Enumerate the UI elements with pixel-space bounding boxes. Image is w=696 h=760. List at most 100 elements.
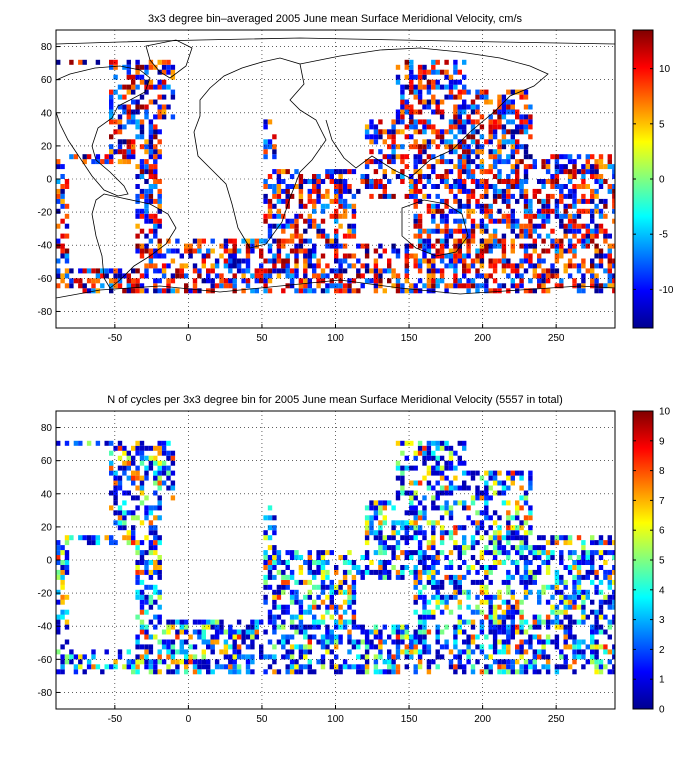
bin-cell — [272, 555, 277, 560]
bin-cell — [391, 505, 396, 511]
bin-cell — [73, 278, 79, 284]
bin-cell — [144, 659, 149, 665]
bin-cell — [448, 94, 454, 100]
bin-cell — [232, 639, 237, 645]
bin-cell — [515, 109, 520, 115]
bin-cell — [559, 664, 564, 670]
bin-cell — [378, 550, 383, 556]
bin-cell — [303, 228, 308, 234]
bin-cell — [184, 283, 189, 289]
bin-cell — [122, 84, 127, 90]
bin-cell — [157, 139, 162, 145]
bin-cell — [338, 203, 343, 209]
bin-cell — [607, 278, 612, 284]
bin-cell — [590, 198, 595, 204]
bin-cell — [73, 440, 79, 446]
bin-cell — [236, 263, 242, 269]
bin-cell — [351, 233, 357, 239]
bin-cell — [598, 669, 604, 675]
bin-cell — [360, 283, 365, 289]
bin-cell — [497, 480, 502, 486]
bin-cell — [404, 644, 409, 650]
bin-cell — [479, 258, 485, 264]
bin-cell — [523, 659, 529, 665]
bin-cell — [285, 669, 290, 675]
bin-cell — [435, 99, 440, 105]
bin-cell — [86, 540, 92, 546]
bin-cell — [378, 283, 383, 289]
bin-cell — [497, 664, 502, 670]
bin-cell — [272, 614, 277, 620]
bin-cell — [329, 604, 334, 610]
bin-cell — [479, 203, 485, 209]
bin-cell — [148, 228, 154, 234]
bin-cell — [554, 164, 560, 170]
bin-cell — [523, 545, 529, 551]
bin-cell — [590, 263, 595, 269]
bin-cell — [148, 664, 154, 670]
bin-cell — [559, 223, 564, 229]
bin-cell — [567, 218, 573, 224]
bin-cell — [166, 649, 171, 655]
bin-cell — [135, 445, 140, 451]
bin-cell — [241, 654, 246, 660]
bin-cell — [554, 535, 560, 541]
bin-cell — [594, 174, 599, 179]
bin-cell — [153, 114, 158, 120]
bin-cell — [457, 179, 462, 184]
bin-cell — [470, 109, 476, 115]
bin-cell — [506, 624, 511, 630]
bin-cell — [334, 198, 339, 204]
bin-cell — [232, 664, 237, 670]
bin-cell — [585, 159, 590, 165]
bin-cell — [161, 629, 167, 635]
bin-cell — [263, 594, 268, 600]
bin-cell — [528, 114, 533, 120]
bin-cell — [387, 569, 392, 575]
bin-cell — [329, 659, 334, 665]
bin-cell — [60, 599, 65, 605]
bin-cell — [563, 659, 568, 665]
bin-cell — [431, 64, 436, 70]
bin-cell — [431, 525, 436, 531]
bin-cell — [157, 505, 162, 511]
bin-cell — [382, 500, 387, 506]
bin-cell — [541, 164, 546, 170]
bin-cell — [417, 169, 423, 175]
bin-cell — [210, 644, 215, 650]
bin-cell — [422, 624, 427, 630]
bin-cell — [475, 109, 480, 115]
bin-cell — [470, 104, 476, 110]
bin-cell — [492, 565, 498, 570]
bin-cell — [285, 654, 290, 660]
bin-cell — [554, 243, 560, 249]
bin-cell — [351, 193, 357, 199]
bin-cell — [139, 288, 145, 294]
bin-cell — [590, 659, 595, 665]
bin-cell — [391, 159, 396, 165]
bin-cell — [439, 490, 445, 496]
bin-cell — [391, 149, 396, 155]
bin-cell — [545, 273, 551, 279]
bin-cell — [325, 594, 330, 600]
bin-cell — [444, 169, 449, 175]
bin-cell — [510, 604, 515, 610]
bin-cell — [373, 278, 379, 284]
bin-cell — [607, 594, 612, 600]
bin-cell — [144, 159, 149, 165]
bin-cell — [219, 278, 224, 284]
bin-cell — [329, 579, 334, 585]
bin-cell — [267, 119, 273, 125]
bin-cell — [113, 74, 118, 80]
bin-cell — [431, 164, 436, 170]
bin-cell — [250, 659, 255, 665]
bin-cell — [409, 89, 414, 95]
bin-cell — [342, 555, 348, 560]
bin-cell — [148, 619, 154, 625]
bin-cell — [320, 589, 326, 595]
bin-cell — [439, 134, 445, 140]
bin-cell — [109, 154, 114, 160]
bin-cell — [395, 669, 401, 675]
bin-cell — [453, 184, 458, 189]
